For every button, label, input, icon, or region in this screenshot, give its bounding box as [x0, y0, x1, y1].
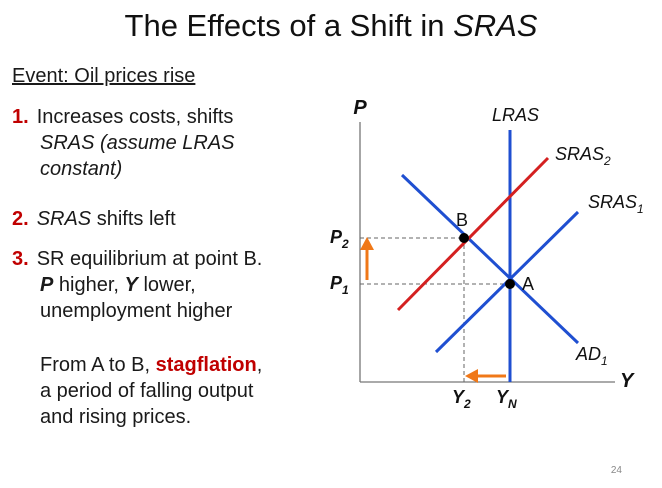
paragraph-line-2: a period of falling output	[40, 380, 254, 402]
p1-label: P1	[330, 273, 349, 297]
point-1: 1. Increases costs, shifts	[12, 106, 234, 128]
sras2-label: SRAS2	[555, 144, 611, 168]
price-rise-arrow-head	[360, 237, 374, 250]
lras-label: LRAS	[492, 105, 539, 125]
point-b-label: B	[456, 210, 468, 230]
point-3-line-3: unemployment higher	[40, 300, 233, 322]
event-heading: Event: Oil prices rise	[12, 65, 196, 87]
ad-label: AD1	[575, 344, 608, 368]
y2-label: Y2	[452, 387, 471, 411]
output-fall-arrow-head	[465, 369, 478, 383]
p2-label: P2	[330, 227, 349, 251]
point-3: 3. SR equilibrium at point B.	[12, 248, 263, 270]
ad-curve	[400, 173, 580, 345]
point-2: 2. SRAS shifts left	[12, 208, 176, 230]
sras1-label: SRAS1	[588, 192, 644, 216]
point-b-marker	[459, 233, 469, 243]
sras2-curve	[396, 156, 550, 312]
point-1-line-2: SRAS (assume LRAS	[40, 132, 235, 154]
slide-number: 24	[610, 465, 622, 476]
point-a-label: A	[522, 274, 534, 294]
slide-title: The Effects of a Shift in SRAS	[124, 8, 538, 43]
paragraph-line-3: and rising prices.	[40, 406, 192, 428]
point-3-line-2: P higher, Y lower,	[40, 274, 196, 296]
stagflation-paragraph: From A to B, stagflation,	[40, 354, 263, 376]
x-axis-label: Y	[620, 370, 635, 392]
point-a-marker	[505, 279, 515, 289]
point-1-line-3: constant)	[40, 158, 123, 180]
y-axis-label: P	[353, 97, 367, 119]
yn-label: YN	[496, 387, 517, 411]
